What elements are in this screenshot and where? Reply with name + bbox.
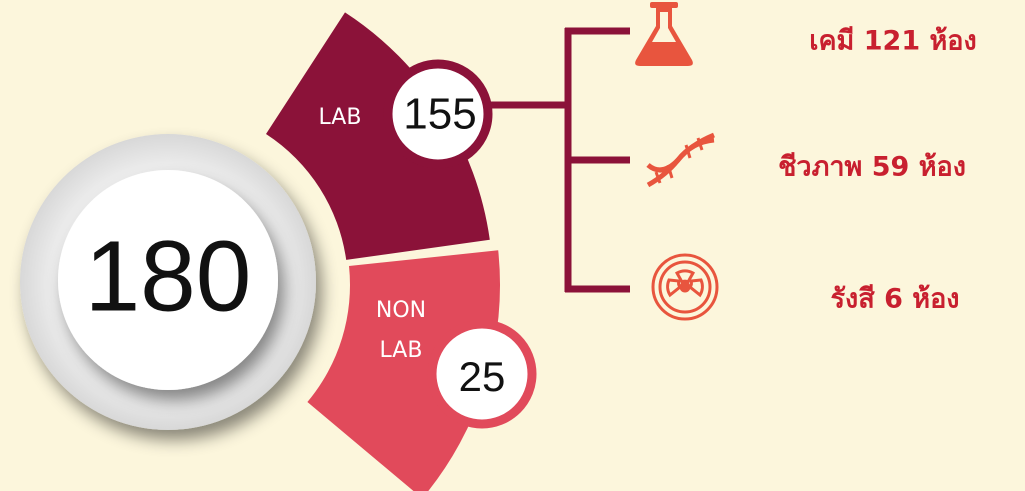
lab-label: LAB [319,105,362,130]
dna-icon [646,132,715,188]
total-number: 180 [85,220,252,332]
branch-label: รังสี 6 ห้อง [831,284,960,315]
branch-label: เคมี 121 ห้อง [809,26,976,57]
lab-sector [266,12,490,260]
connector [488,27,630,293]
non-lab-label: LAB [380,338,423,363]
non-lab-circle [427,319,537,429]
total-circle [58,170,278,390]
branch-label: ชีวภาพ 59 ห้อง [778,152,966,183]
radiation-icon [651,253,719,321]
non-lab-label: NON [376,298,426,323]
flask-icon [635,2,693,66]
non-lab-count: 25 [459,353,506,400]
lab-count: 155 [403,90,476,139]
non-lab-sector [307,250,500,491]
lab-circle [383,59,493,169]
